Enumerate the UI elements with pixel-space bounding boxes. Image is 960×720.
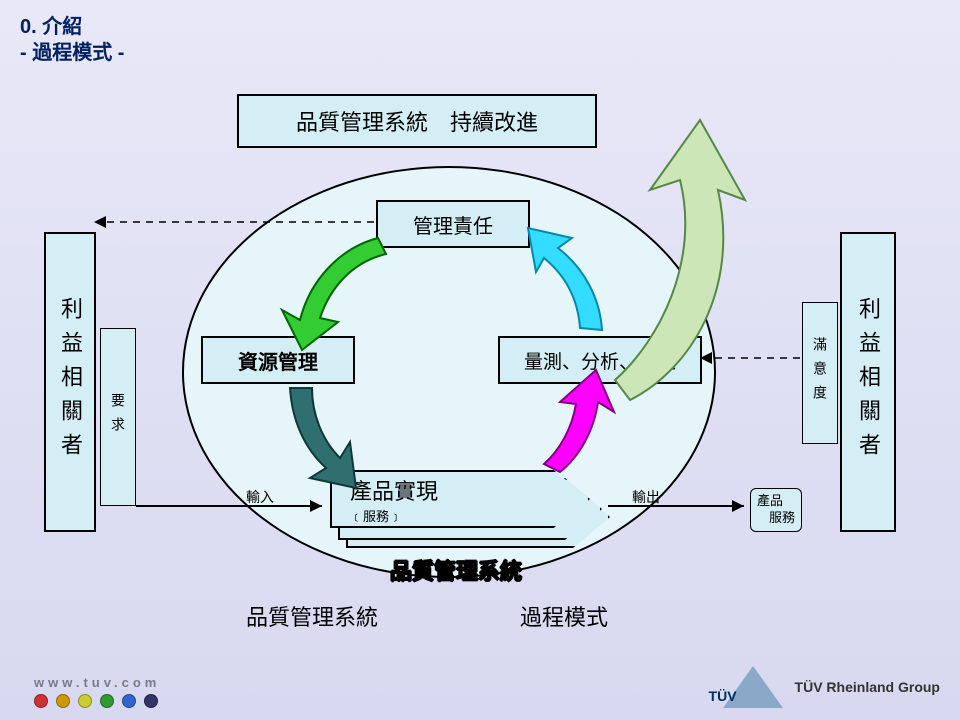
logo-mark: TÜV — [693, 688, 753, 704]
dot-4 — [100, 694, 114, 708]
top-box-text: 品質管理系統 持續改進 — [296, 105, 538, 137]
product-service-box: 產品 服務 — [750, 488, 802, 532]
measure-text: 量測、分析、改進 — [524, 347, 676, 374]
dot-3 — [78, 694, 92, 708]
dot-1 — [34, 694, 48, 708]
satisfaction-box: 滿意度 — [802, 302, 838, 444]
caption-right: 過程模式 — [520, 600, 608, 632]
header-line2: - 過程模式 - — [20, 36, 124, 65]
box-resource-management: 資源管理 — [201, 336, 355, 384]
satisfaction-text: 滿意度 — [810, 337, 830, 409]
dot-6 — [144, 694, 158, 708]
top-box-continuous-improvement: 品質管理系統 持續改進 — [237, 94, 597, 148]
dashed-left-head — [94, 216, 106, 228]
product-real-sub: ﹝服務﹞ — [350, 506, 588, 525]
output-label: 輸出 — [632, 487, 660, 507]
left-stakeholder-text: 利益相關者 — [54, 297, 86, 467]
requirement-box: 要求 — [100, 328, 136, 506]
right-stakeholder-text: 利益相關者 — [852, 297, 884, 467]
input-label: 輸入 — [246, 487, 274, 507]
right-stakeholder: 利益相關者 — [840, 232, 896, 532]
product-real-title: 產品實現 — [350, 474, 588, 506]
dot-5 — [122, 694, 136, 708]
output-arrow-head — [732, 500, 744, 512]
footer-dots — [34, 694, 158, 708]
system-label: 品質管理系統 — [390, 554, 522, 586]
footer-url: www.tuv.com — [34, 675, 160, 690]
dot-2 — [56, 694, 70, 708]
caption-left: 品質管理系統 — [246, 600, 378, 632]
left-stakeholder: 利益相關者 — [44, 232, 96, 532]
box-measurement-analysis: 量測、分析、改進 — [498, 336, 702, 384]
product-line1: 產品 — [757, 493, 795, 510]
resource-text: 資源管理 — [238, 346, 318, 375]
logo-text: TÜV Rheinland Group — [795, 679, 940, 695]
mgmt-resp-text: 管理責任 — [413, 210, 493, 239]
box-management-responsibility: 管理責任 — [376, 200, 530, 248]
footer-logo: TÜV TÜV Rheinland Group — [723, 666, 940, 708]
header-line1: 0. 介紹 — [20, 10, 82, 39]
requirement-text: 要求 — [108, 393, 128, 441]
product-line2: 服務 — [757, 510, 795, 527]
